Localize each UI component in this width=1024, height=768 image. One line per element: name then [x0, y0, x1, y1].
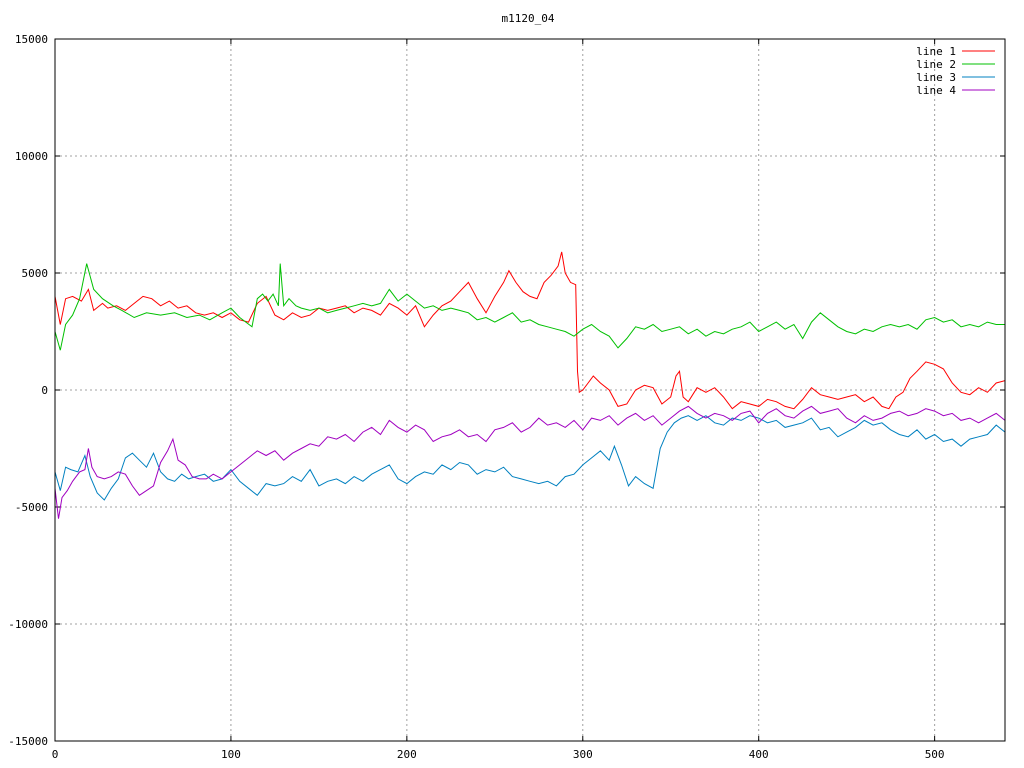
- x-tick-label: 200: [397, 748, 417, 761]
- series-line-4: [54, 405, 1006, 519]
- grid-lines: [55, 39, 1005, 741]
- legend-label: line 3: [916, 71, 956, 84]
- y-tick-label: -5000: [15, 501, 48, 514]
- x-tick-label: 100: [221, 748, 241, 761]
- legend-label: line 2: [916, 58, 956, 71]
- x-tick-label: 0: [52, 748, 59, 761]
- series-lines: [54, 251, 1006, 519]
- x-tick-label: 500: [925, 748, 945, 761]
- y-tick-label: 10000: [15, 150, 48, 163]
- y-tick-label: 5000: [22, 267, 49, 280]
- series-line-2: [54, 263, 1005, 351]
- y-tick-label: 15000: [15, 33, 48, 46]
- y-tick-label: -15000: [8, 735, 48, 748]
- plot-frame: [54, 38, 1006, 742]
- axis-ticks: 0 100 200 300 400 500 -15000 -10000 -5000 0 5000 10…: [8, 33, 1005, 761]
- x-tick-label: 300: [573, 748, 593, 761]
- series-line-1: [54, 251, 1006, 410]
- x-tick-label: 400: [749, 748, 769, 761]
- y-tick-label: 0: [41, 384, 48, 397]
- legend-label: line 1: [916, 45, 956, 58]
- series-line-3: [54, 415, 1006, 501]
- legend-label: line 4: [916, 84, 956, 97]
- y-tick-label: -10000: [8, 618, 48, 631]
- chart-title: m1120_04: [502, 12, 555, 25]
